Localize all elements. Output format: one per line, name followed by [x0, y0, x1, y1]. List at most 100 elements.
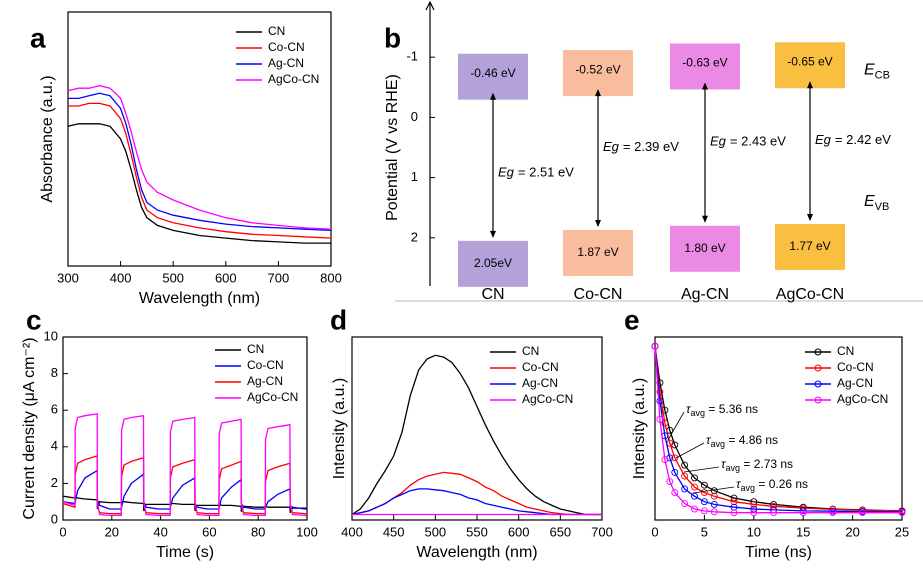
legend-label: Co-CN [247, 358, 284, 372]
legend-label: Co-CN [522, 360, 559, 374]
cb-label: -0.46 eV [470, 66, 515, 80]
eg-gap: = 2.39 eV [623, 139, 679, 154]
y-axis-label: Absorbance (a.u.) [39, 75, 56, 202]
data-point [710, 492, 718, 500]
series-line [67, 123, 331, 244]
series-line [654, 346, 902, 514]
legend-label: AgCo-CN [837, 392, 888, 406]
data-point [661, 406, 669, 414]
x-tick-label: 500 [162, 270, 184, 285]
data-point [710, 508, 718, 516]
x-tick-label: 10 [747, 524, 761, 539]
legend-marker [814, 396, 822, 404]
data-point [691, 505, 698, 513]
eg-symbol: Eg [815, 133, 832, 148]
cb-box [775, 42, 845, 89]
annotation-text: = 4.86 ns [725, 433, 778, 447]
series-line [67, 85, 332, 230]
eg-symbol: Eg [603, 139, 620, 154]
vb-box [563, 229, 633, 276]
x-tick-label: 800 [320, 270, 342, 285]
cb-label: -0.52 eV [575, 62, 620, 76]
legend-label: CN [247, 342, 264, 356]
x-axis-label: Time (s) [156, 544, 214, 561]
annotation: τavg = 4.86 ns [706, 433, 778, 449]
panel-letter: e [624, 304, 640, 335]
x-axis-label: Time (ns) [745, 544, 812, 561]
eg-label: Eg = 2.42 eV [815, 133, 891, 148]
category-label: CN [481, 286, 504, 303]
vb-label: 1.87 eV [577, 245, 618, 259]
vb-box [670, 225, 740, 272]
eg-gap: = 2.51 eV [518, 165, 574, 180]
annotation-symbol: τ [706, 433, 712, 447]
data-point [700, 507, 708, 515]
series-line [654, 346, 903, 513]
annotation-sub: avg [726, 463, 741, 473]
annotation-pointer [667, 411, 685, 441]
x-tick-label: 600 [508, 524, 530, 539]
eg-label: Eg = 2.51 eV [498, 165, 574, 180]
x-tick-label: 25 [895, 524, 909, 539]
series-line [654, 346, 903, 512]
x-tick-label: 5 [701, 524, 708, 539]
annotation-sub: avg [691, 408, 706, 418]
panel-letter: d [330, 304, 347, 335]
data-point [691, 483, 698, 491]
x-tick-label: 650 [549, 524, 571, 539]
legend-label: Ag-CN [522, 376, 558, 390]
cb-label: -0.63 eV [682, 56, 727, 70]
y-tick-label: 10 [44, 328, 58, 343]
data-point [700, 481, 708, 489]
x-tick-label: 80 [251, 524, 265, 539]
vb-box [458, 240, 528, 287]
vb-label: 1.77 eV [789, 239, 830, 253]
legend-marker [814, 364, 822, 372]
annotation: τavg = 0.26 ns [736, 477, 808, 493]
eg-symbol: Eg [498, 165, 515, 180]
legend-label: Ag-CN [247, 374, 283, 388]
plot-frame [654, 336, 903, 521]
annotation: τavg = 5.36 ns [686, 402, 758, 418]
data-point [710, 500, 718, 508]
data-point [661, 419, 669, 427]
legend-label: CN [522, 344, 539, 358]
data-point [656, 415, 664, 423]
annotation-pointer [692, 486, 735, 494]
level-sub: VB [875, 201, 890, 213]
plot-frame [67, 11, 332, 267]
data-point [666, 454, 674, 462]
y-axis-label: Intensity (a.u.) [331, 378, 348, 479]
x-tick-label: 100 [296, 524, 318, 539]
series-line [68, 102, 332, 239]
data-point [656, 397, 664, 405]
annotation: τavg = 2.73 ns [721, 457, 793, 473]
annotation-pointer [683, 466, 720, 473]
data-point [691, 492, 698, 500]
x-tick-label: 700 [268, 270, 290, 285]
legend-label: AgCo-CN [268, 72, 319, 86]
x-tick-label: 700 [591, 524, 613, 539]
level-label: EVB [864, 193, 889, 213]
x-tick-label: 300 [57, 270, 79, 285]
x-tick-label: 0 [651, 524, 658, 539]
y-tick-label: 8 [51, 365, 58, 380]
data-point [799, 507, 807, 515]
data-point [681, 500, 689, 507]
annotation-pointer [675, 442, 705, 459]
data-point [770, 500, 778, 508]
vb-label: 2.05eV [474, 256, 512, 270]
x-tick-label: 500 [424, 524, 446, 539]
plot-frame [62, 336, 308, 521]
vb-label: 1.80 eV [684, 241, 725, 255]
data-point [671, 454, 679, 462]
data-point [750, 500, 758, 508]
y-axis-label: Intensity (a.u.) [631, 378, 648, 479]
category-label: Co-CN [574, 286, 623, 303]
x-tick-label: 0 [59, 524, 66, 539]
data-point [651, 342, 659, 350]
level-symbol: E [864, 61, 875, 78]
data-point [671, 489, 679, 496]
data-point [730, 509, 738, 517]
